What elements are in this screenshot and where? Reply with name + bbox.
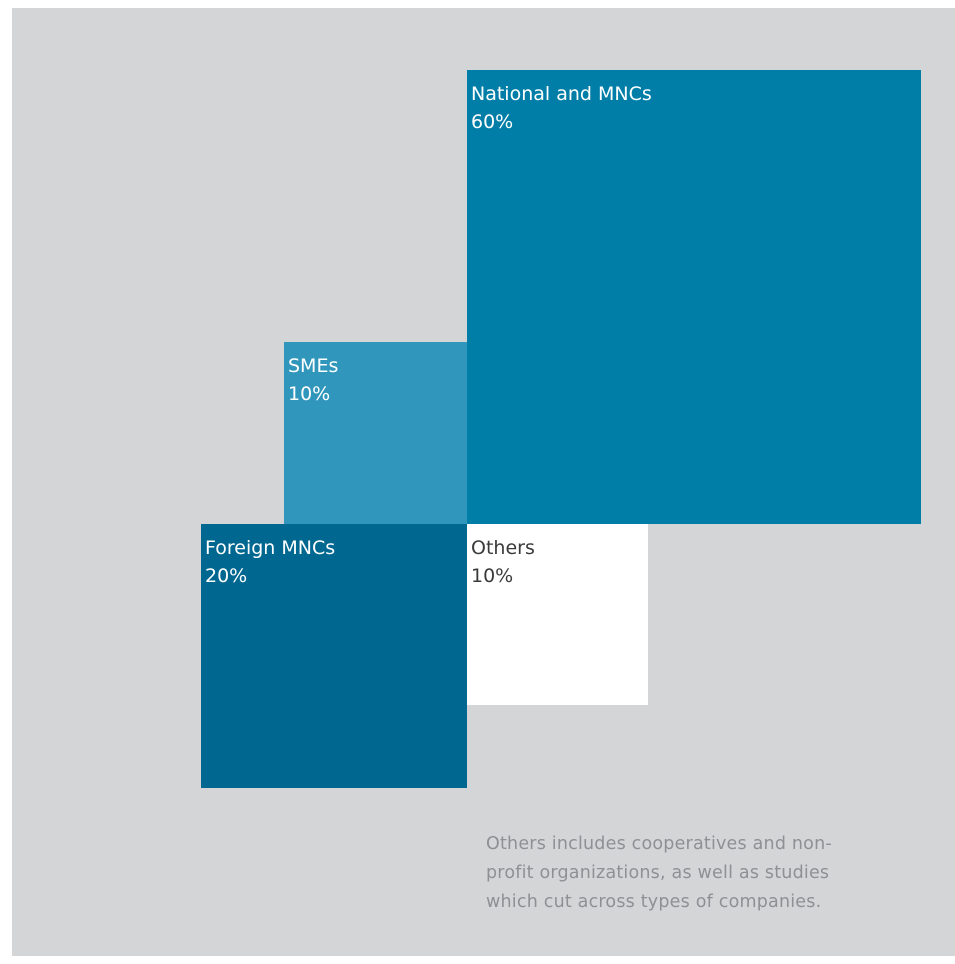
chart-panel: National and MNCs 60% SMEs 10% Foreign M… [12,8,955,956]
label-others: Others 10% [471,534,535,590]
segment-value-smes: 10% [288,383,331,405]
footnote-line: Others includes cooperatives and non- [486,834,832,854]
footnote: Others includes cooperatives and non- pr… [486,830,936,917]
square-others: Others 10% [467,524,648,705]
footnote-line: which cut across types of companies. [486,892,822,912]
square-smes: SMEs 10% [284,342,467,524]
segment-name-others: Others [471,537,535,559]
segment-name-national-and-mncs: National and MNCs [471,83,652,105]
segment-value-others: 10% [471,565,514,587]
footnote-line: profit organizations, as well as studies [486,863,830,883]
square-national-and-mncs: National and MNCs 60% [467,70,921,524]
segment-name-foreign-mncs: Foreign MNCs [205,537,336,559]
label-smes: SMEs 10% [288,352,338,408]
segment-name-smes: SMEs [288,355,339,377]
segment-value-national-and-mncs: 60% [471,111,514,133]
segment-value-foreign-mncs: 20% [205,565,248,587]
square-foreign-mncs: Foreign MNCs 20% [201,524,467,788]
label-foreign-mncs: Foreign MNCs 20% [205,534,335,590]
label-national-and-mncs: National and MNCs 60% [471,80,652,136]
